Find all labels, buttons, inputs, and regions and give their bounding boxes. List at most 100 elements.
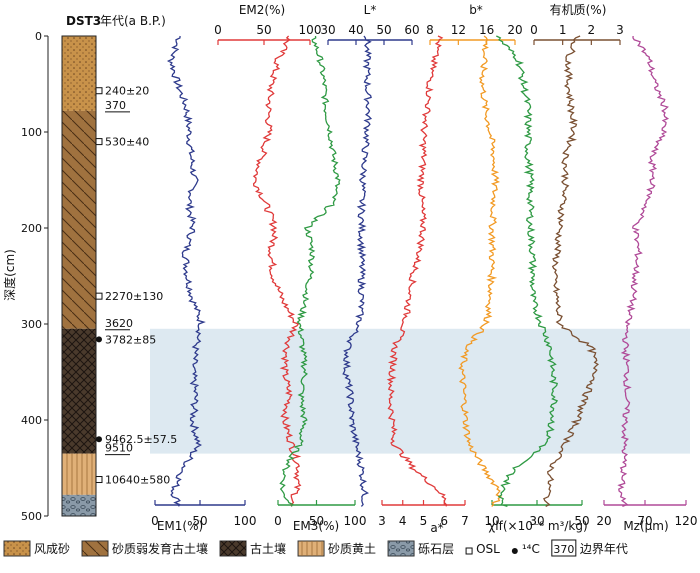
legend: 风成砂 砂质弱发育古土壤 古土壤 砂质黄土 砾石层 OSL ¹⁴C 370 边界年代 <box>3 539 628 557</box>
depth-axis: 0 100 200 300 400 500 <box>21 30 49 523</box>
axis-tick-label: 8 <box>426 23 434 37</box>
c14-marker <box>96 436 102 443</box>
axis-tick-label: 50 <box>574 514 589 528</box>
axis-tick-label: 20 <box>507 23 522 37</box>
axis-tick-label: 2 <box>588 23 596 37</box>
series-line-2 <box>279 35 341 507</box>
legend-osl-icon <box>465 547 473 555</box>
boundary-age-0: 370 <box>105 99 126 112</box>
legend-swatch-pattern-2 <box>220 541 247 556</box>
axis-tick-label: 3 <box>616 23 624 37</box>
core-name: DST3 <box>66 14 101 28</box>
strat-pattern-0 <box>62 36 96 111</box>
series-name-4: a* <box>430 521 443 535</box>
axis-tick-label: 4 <box>399 514 407 528</box>
axis-tick-label: 12 <box>451 23 466 37</box>
depth-axis-label: 深度(cm) <box>2 249 17 301</box>
legend-boundary-icon <box>551 539 577 557</box>
series-name-2: EM3(%) <box>293 519 339 533</box>
axis-tick-label: 0 <box>214 23 222 37</box>
osl-marker <box>95 292 103 300</box>
stratigraphic-column <box>61 35 97 517</box>
depth-tick-label: 400 <box>21 414 42 427</box>
boundary-age-2: 9510 <box>105 442 133 455</box>
legend-label-5: OSL <box>476 542 500 556</box>
series-line-5 <box>458 35 502 507</box>
axis-tick-label: 40 <box>348 23 363 37</box>
strat-pattern-1 <box>62 110 96 329</box>
osl-marker <box>95 87 103 95</box>
boundary-age-1: 3620 <box>105 317 133 330</box>
shaded-interval <box>150 328 690 454</box>
c14-marker <box>96 336 102 343</box>
series-line-3 <box>342 35 373 507</box>
depth-tick-label: 0 <box>35 30 42 43</box>
age-labels: 240±20 530±40 2270±130 3782±85 9462.5±57.5 10… <box>95 85 177 487</box>
depth-tick-label: 200 <box>21 222 42 235</box>
strat-pattern-2 <box>62 328 96 454</box>
depth-tick-label: 100 <box>21 126 42 139</box>
axis-tick-label: 50 <box>376 23 391 37</box>
legend-swatch-pattern-0 <box>4 541 30 556</box>
strat-pattern-3 <box>62 453 96 495</box>
age-label-4: 9462.5±57.5 <box>105 433 177 446</box>
osl-marker <box>95 138 103 146</box>
axis-tick-label: 30 <box>529 514 544 528</box>
depth-tick-label: 500 <box>21 510 42 523</box>
series-name-0: EM1(%) <box>157 519 203 533</box>
strat-pattern-4 <box>62 494 96 516</box>
axis-tick-label: 6 <box>440 514 448 528</box>
axis-tick-label: 10 <box>484 514 499 528</box>
axis-tick-label: 50 <box>256 23 271 37</box>
series-line-7 <box>543 35 599 507</box>
axis-tick-label: 120 <box>675 514 698 528</box>
age-label-0: 240±20 <box>105 85 149 98</box>
legend-label-3: 砂质黄土 <box>328 542 376 556</box>
series-name-6: χlf(×10⁻⁸ m³/kg) <box>488 519 587 533</box>
axis-tick-label: 50 <box>309 514 324 528</box>
axis-tick-label: 50 <box>192 514 207 528</box>
age-label-5: 10640±580 <box>105 474 170 487</box>
series-name-3: L* <box>364 3 377 17</box>
axis-tick-label: 30 <box>320 23 335 37</box>
legend-label-2: 古土壤 <box>250 541 286 556</box>
legend-label-1: 砂质弱发育古土壤 <box>112 541 208 556</box>
series-line-4 <box>386 35 447 507</box>
legend-label-0: 风成砂 <box>34 542 70 556</box>
axis-tick-label: 7 <box>461 514 469 528</box>
series-line-8 <box>617 35 670 508</box>
axis-tick-label: 100 <box>234 514 257 528</box>
series-name-7: 有机质(%) <box>550 3 607 17</box>
legend-label-6: ¹⁴C <box>522 542 540 556</box>
series-name-1: EM2(%) <box>239 3 285 17</box>
axis-tick-label: 1 <box>559 23 567 37</box>
osl-marker <box>95 476 103 484</box>
axis-tick-label: 5 <box>420 514 428 528</box>
legend-label-4: 砾石层 <box>418 542 454 556</box>
age-label-2: 2270±130 <box>105 290 163 303</box>
legend-c14-icon <box>511 548 518 554</box>
axis-tick-label: 3 <box>378 514 386 528</box>
axis-tick-label: 100 <box>299 23 322 37</box>
series-name-8: Mz(μm) <box>623 519 668 533</box>
depth-tick-label: 300 <box>21 318 42 331</box>
series-name-5: b* <box>469 3 483 17</box>
series-line-6 <box>496 35 559 508</box>
strat-frame <box>61 35 97 517</box>
age-header: 年代(a B.P.) <box>100 14 166 28</box>
axis-tick-label: 0 <box>530 23 538 37</box>
axis-tick-label: 70 <box>637 514 652 528</box>
age-label-1: 530±40 <box>105 136 149 149</box>
axis-tick-label: 60 <box>404 23 419 37</box>
legend-swatch-pattern-4 <box>388 541 415 556</box>
axis-tick-label: 100 <box>344 514 367 528</box>
axis-tick-label: 16 <box>479 23 494 37</box>
axis-tick-label: 20 <box>596 514 611 528</box>
axis-tick-label: 0 <box>274 514 282 528</box>
legend-label-7: 边界年代 <box>580 542 628 556</box>
axis-tick-label: 0 <box>151 514 159 528</box>
age-label-3: 3782±85 <box>105 333 156 346</box>
legend-swatch-pattern-1 <box>82 541 109 556</box>
